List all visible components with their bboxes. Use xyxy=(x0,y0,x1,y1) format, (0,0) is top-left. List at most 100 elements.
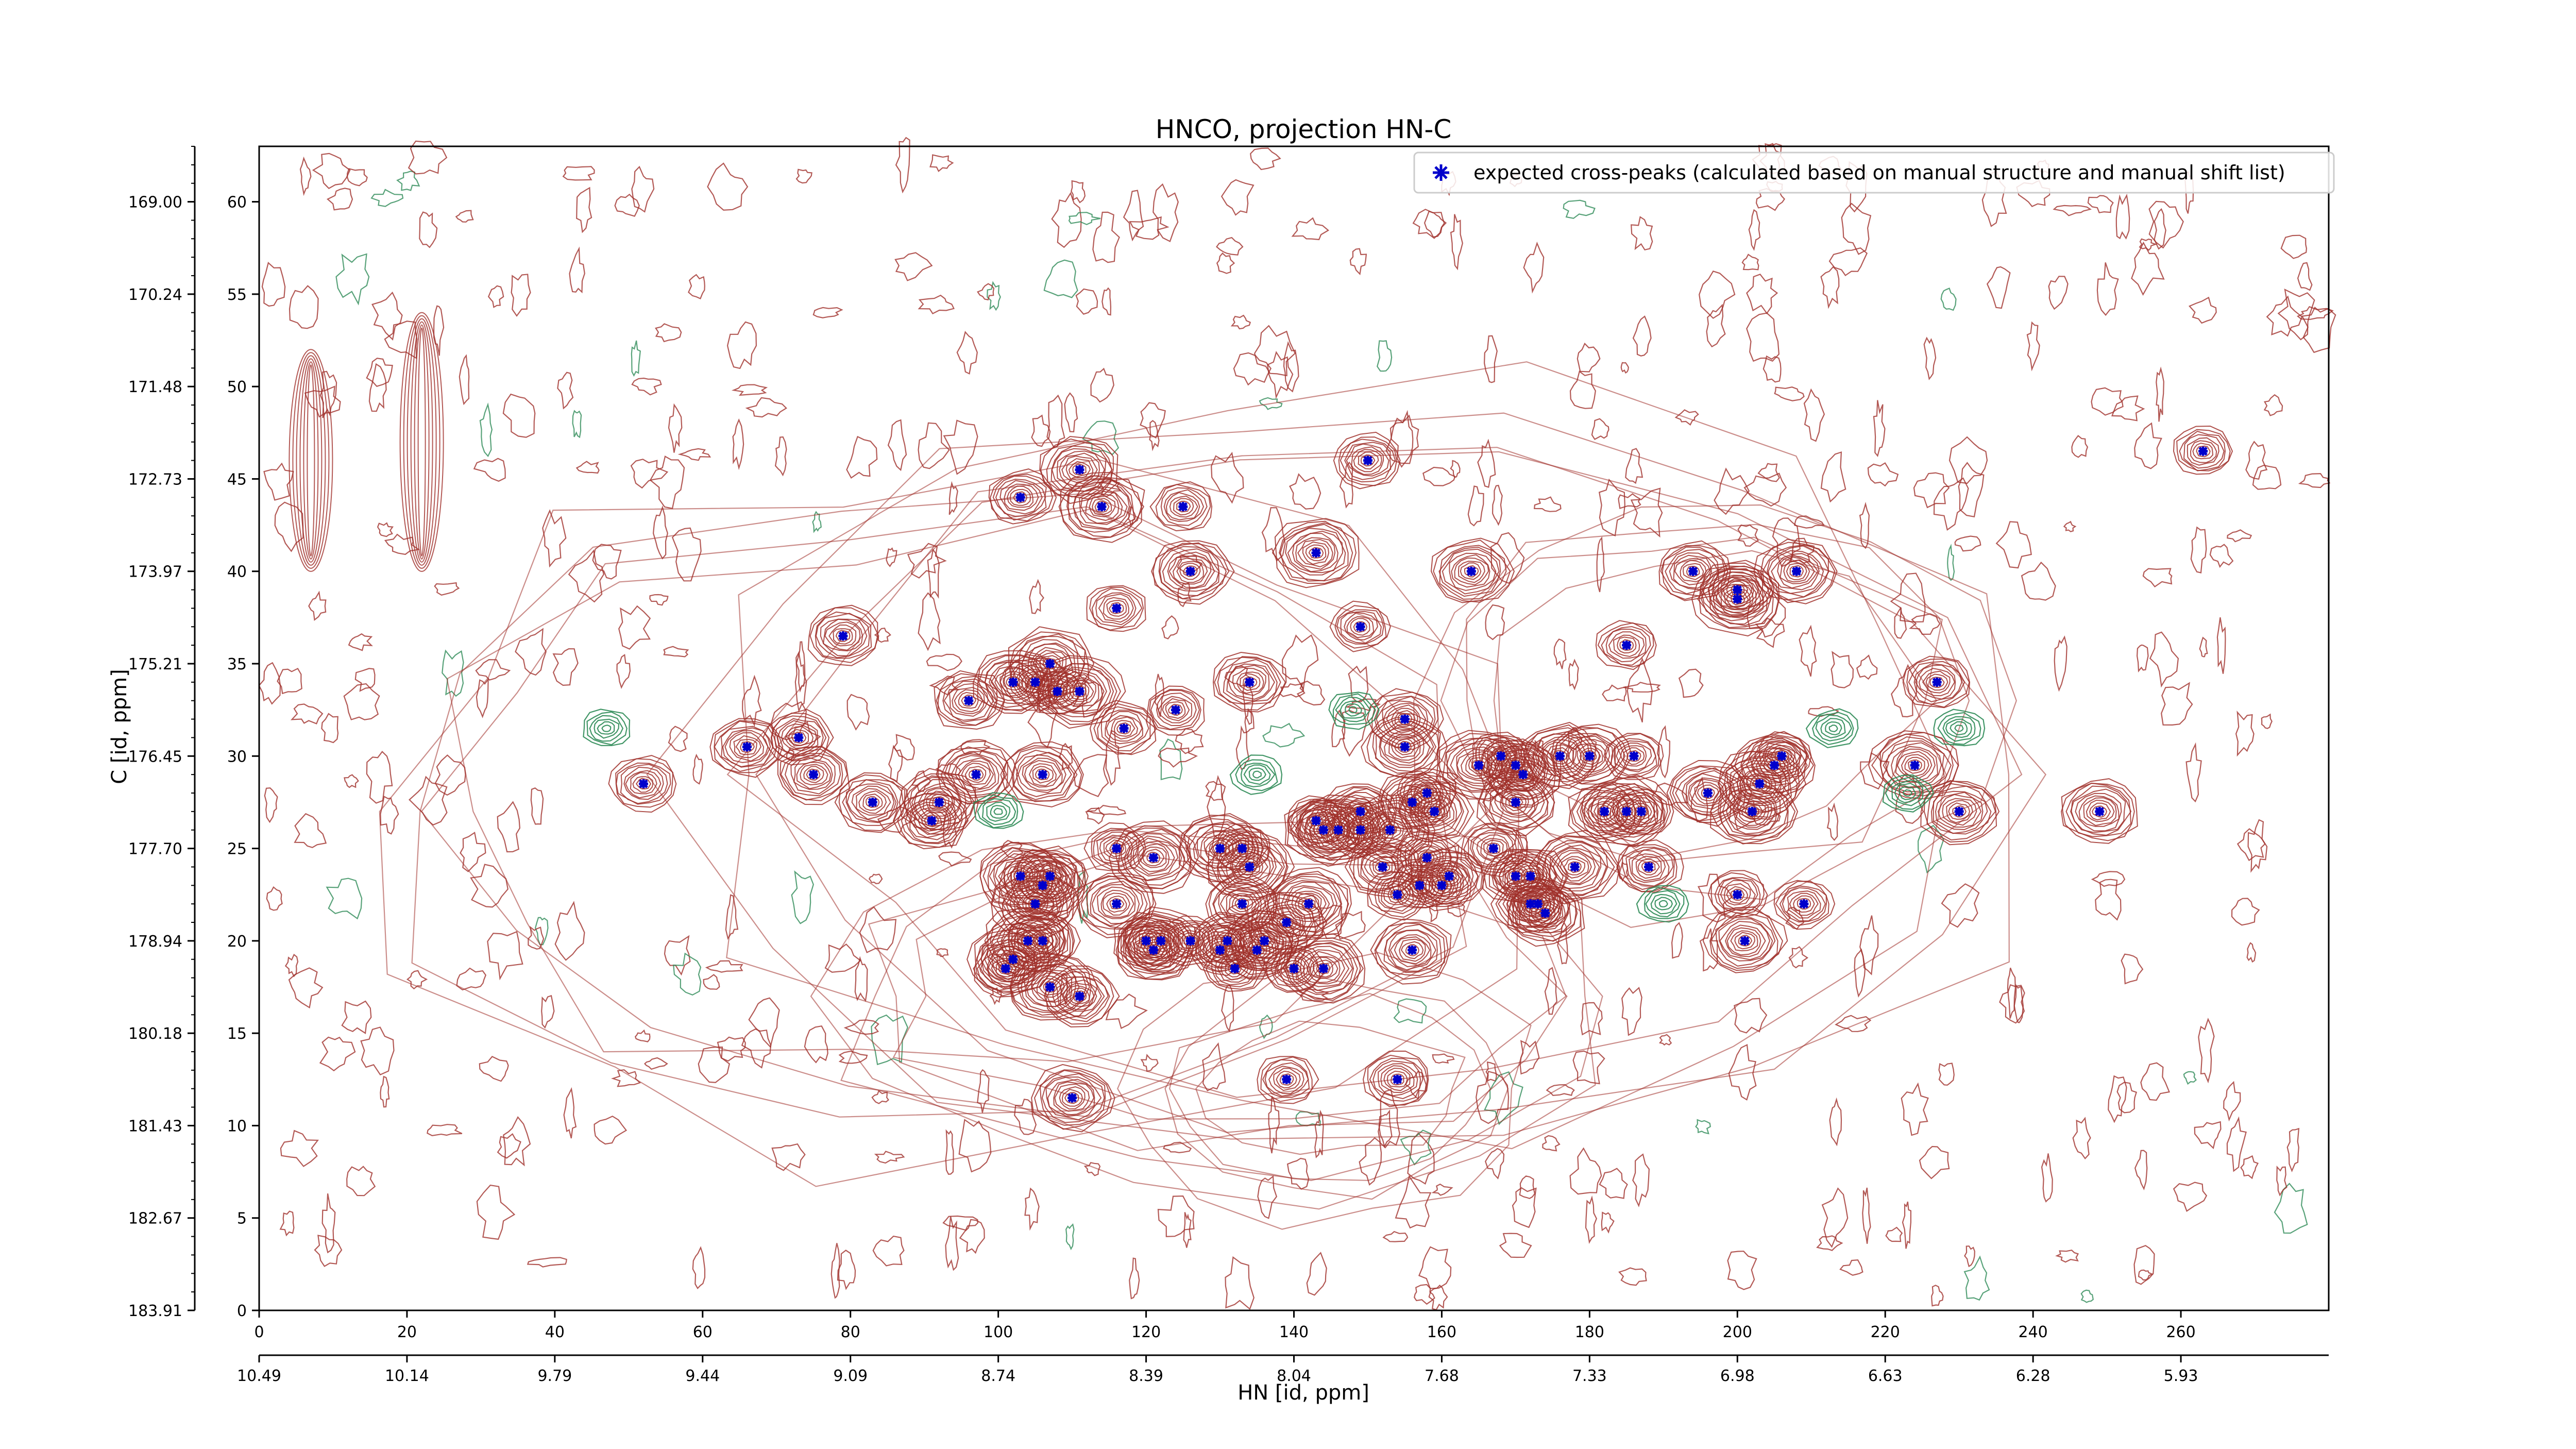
peak-contour xyxy=(1362,1050,1429,1107)
peak-contour xyxy=(1257,1056,1319,1104)
peak-contour xyxy=(820,618,868,656)
noise-contour xyxy=(433,305,445,356)
peak-contour xyxy=(1179,563,1201,580)
y-ppm-tick-label: 173.97 xyxy=(128,563,182,581)
x-axis-index: 0 20 40 60 80 100 120 140 160 180 200 220 240 260 xyxy=(254,1310,2196,1341)
peak-marker xyxy=(1355,622,1365,632)
peak-contour xyxy=(1040,438,1114,500)
peak-contour xyxy=(1276,1070,1297,1089)
peak-contour xyxy=(1045,965,1120,1027)
peak-contour xyxy=(722,727,771,767)
peak-contour xyxy=(1041,1073,1105,1123)
noise-contour xyxy=(1734,998,1768,1034)
peak-contour xyxy=(1451,554,1490,588)
peak-contour xyxy=(1397,834,1459,883)
peak-contour xyxy=(924,814,939,827)
noise-contour xyxy=(2223,1081,2241,1122)
x-index-tick-label: 60 xyxy=(693,1323,713,1341)
peak-contour xyxy=(1367,1054,1428,1106)
noise-contour xyxy=(371,291,403,341)
noise-contour xyxy=(1572,1050,1605,1085)
peak-contour xyxy=(2183,434,2225,469)
negative-contour xyxy=(1348,706,1358,714)
peak-contour xyxy=(1702,562,1772,616)
peak-contour xyxy=(1010,955,1090,1016)
noise-contour xyxy=(1412,209,1445,239)
peak-contour xyxy=(855,788,891,816)
noise-contour xyxy=(2199,636,2208,658)
noise-contour xyxy=(1986,266,2011,309)
noise-contour xyxy=(938,851,972,867)
noise-contour xyxy=(1602,684,1627,702)
noise-contour xyxy=(1741,254,1759,271)
peak-contour xyxy=(937,740,1019,804)
noise-contour xyxy=(1569,370,1596,409)
noise-contour xyxy=(652,505,668,560)
negative-contour xyxy=(1654,897,1673,911)
noise-contour xyxy=(1557,921,1568,965)
noise-contour xyxy=(1954,535,1981,552)
y-ppm-tick-label: 178.94 xyxy=(128,933,182,951)
peak-contour xyxy=(1302,541,1330,565)
peak-contour xyxy=(1582,777,1666,846)
noise-contour xyxy=(1601,1211,1615,1234)
noise-contour xyxy=(2231,898,2260,926)
peak-contour xyxy=(1124,910,1199,972)
peak-contour xyxy=(1064,1091,1079,1104)
peak-contour xyxy=(1380,727,1431,766)
noise-contour xyxy=(408,140,448,175)
peak-contour xyxy=(1068,461,1091,479)
peak-contour xyxy=(1792,895,1815,913)
peak-contour xyxy=(1176,561,1204,583)
noise-contour xyxy=(502,393,536,438)
peak-contour xyxy=(1734,736,1815,795)
peak-contour xyxy=(1707,870,1768,919)
noise-contour xyxy=(1221,984,1234,1033)
peak-contour xyxy=(1126,835,1182,881)
peak-contour xyxy=(1249,930,1278,952)
noise-contour xyxy=(2252,464,2282,490)
peak-contour xyxy=(1060,471,1145,543)
peak-contour xyxy=(1150,689,1200,730)
peak-contour xyxy=(625,770,662,799)
peak-contour xyxy=(1236,671,1264,694)
peak-contour xyxy=(791,731,807,744)
noise-contour xyxy=(1068,212,1101,225)
streak-contour xyxy=(307,364,315,557)
noise-contour xyxy=(1140,1054,1159,1072)
noise-contour xyxy=(312,153,351,189)
peak-contour xyxy=(1080,490,1123,524)
noise-contour xyxy=(1940,288,1957,311)
peak-marker xyxy=(1511,797,1520,807)
peak-contour xyxy=(988,468,1057,525)
peak-marker xyxy=(1415,881,1425,890)
peak-contour xyxy=(1768,550,1824,594)
peak-marker xyxy=(1511,761,1520,770)
peak-marker xyxy=(1400,714,1410,724)
peak-contour xyxy=(1388,930,1436,971)
peak-contour xyxy=(1383,924,1442,973)
peak-contour xyxy=(1300,949,1350,987)
peak-marker xyxy=(1496,751,1506,761)
negative-contour xyxy=(1332,693,1376,725)
noise-contour xyxy=(1553,638,1567,669)
y-index-tick-label: 50 xyxy=(227,378,247,396)
noise-contour xyxy=(1377,340,1393,372)
peak-contour xyxy=(1285,940,1364,1000)
negative-contour xyxy=(1824,721,1842,736)
noise-contour xyxy=(1699,270,1736,319)
peak-contour xyxy=(1498,850,1564,902)
peak-contour xyxy=(2196,445,2211,458)
peak-marker xyxy=(2095,806,2105,816)
noise-contour xyxy=(1177,582,1192,608)
noise-contour xyxy=(692,753,703,785)
noise-contour xyxy=(2087,195,2114,213)
noise-contour xyxy=(562,166,595,181)
peak-contour xyxy=(1614,788,1668,834)
peak-contour xyxy=(740,741,755,753)
noise-contour xyxy=(614,193,640,217)
peak-contour xyxy=(1631,853,1666,882)
peak-contour xyxy=(1013,887,1055,920)
noise-contour xyxy=(1257,1175,1278,1219)
peak-contour xyxy=(999,480,1043,515)
